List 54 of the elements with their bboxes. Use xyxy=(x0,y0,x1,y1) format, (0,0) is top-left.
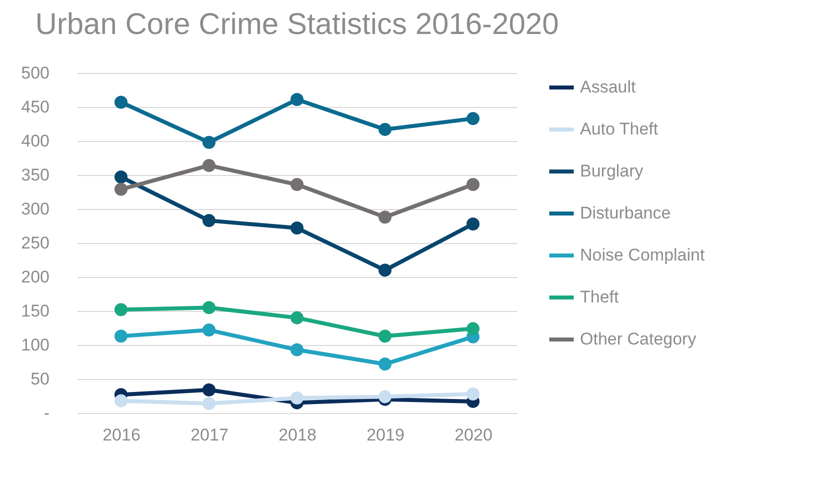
point xyxy=(290,343,304,356)
point xyxy=(378,264,392,277)
y-tick-label: 200 xyxy=(21,268,50,286)
point xyxy=(378,358,392,371)
point xyxy=(202,136,216,149)
point xyxy=(378,210,392,224)
point xyxy=(114,170,128,184)
legend-label: Auto Theft xyxy=(580,120,658,138)
x-tick-label: 2017 xyxy=(190,426,228,444)
y-tick-label: 50 xyxy=(30,370,50,388)
legend-label: Other Category xyxy=(580,330,697,348)
point xyxy=(114,96,128,109)
point xyxy=(378,330,392,343)
legend-label: Disturbance xyxy=(580,204,671,222)
x-tick-label: 2018 xyxy=(278,426,316,444)
y-tick-label: 100 xyxy=(21,336,50,354)
point xyxy=(202,158,216,172)
point xyxy=(202,214,216,228)
point xyxy=(466,178,480,192)
y-tick-label: 400 xyxy=(21,132,50,150)
point xyxy=(114,182,128,196)
y-tick-label: 500 xyxy=(21,64,50,82)
point xyxy=(202,396,216,410)
y-tick-label: 250 xyxy=(21,234,50,252)
legend-label: Noise Complaint xyxy=(580,246,705,264)
y-tick-label: 450 xyxy=(21,98,50,116)
point xyxy=(466,217,480,230)
point xyxy=(290,93,304,106)
point xyxy=(202,383,216,396)
point xyxy=(202,301,216,314)
point xyxy=(378,390,392,404)
point xyxy=(466,322,480,336)
legend-label: Theft xyxy=(580,288,620,306)
point xyxy=(290,392,304,405)
point xyxy=(114,330,128,343)
point xyxy=(378,122,392,136)
point xyxy=(466,387,480,400)
chart-title: Urban Core Crime Statistics 2016-2020 xyxy=(35,8,559,41)
x-tick-label: 2016 xyxy=(102,426,140,444)
point xyxy=(466,112,480,126)
point xyxy=(202,324,216,337)
x-tick-label: 2019 xyxy=(366,426,404,444)
y-tick-label: 150 xyxy=(21,302,50,320)
y-tick-label: 300 xyxy=(21,200,50,218)
y-tick-label: - xyxy=(44,404,50,422)
legend-label: Burglary xyxy=(580,162,644,180)
point xyxy=(290,311,304,324)
y-tick-label: 350 xyxy=(21,166,50,184)
point xyxy=(114,303,128,316)
point xyxy=(290,178,304,192)
point xyxy=(114,394,128,408)
x-tick-label: 2020 xyxy=(454,426,492,444)
point xyxy=(290,222,304,235)
legend-label: Assault xyxy=(580,78,636,96)
